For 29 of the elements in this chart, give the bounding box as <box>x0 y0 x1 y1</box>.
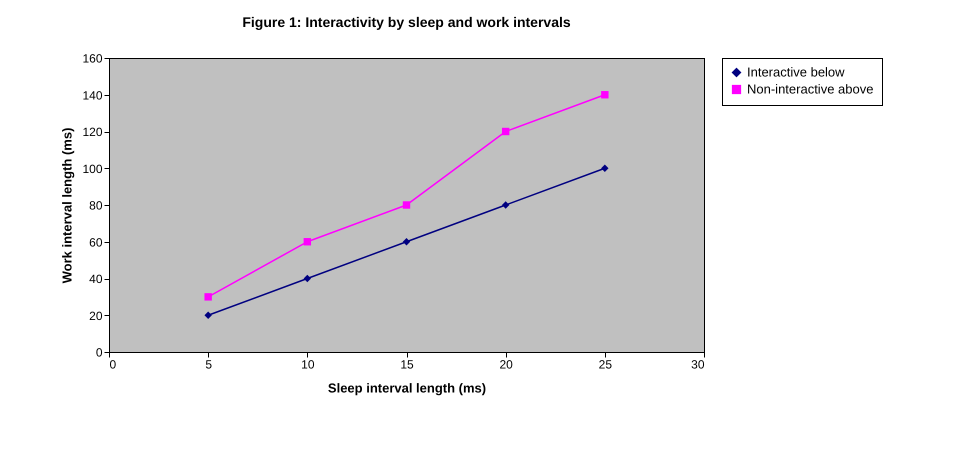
y-tick-label: 20 <box>89 308 103 323</box>
chart-title: Figure 1: Interactivity by sleep and work intervals <box>242 14 571 30</box>
point <box>304 238 312 246</box>
x-tick-label: 20 <box>499 358 514 372</box>
point <box>601 164 609 172</box>
point <box>502 128 510 136</box>
point <box>204 293 212 301</box>
y-axis-title: Work interval length (ms) <box>59 128 74 284</box>
x-tick-label: 25 <box>598 358 612 372</box>
y-tick-label: 40 <box>89 272 103 286</box>
x-tick-label: 10 <box>301 358 315 372</box>
x-tick-label: 5 <box>205 358 212 372</box>
y-tick-label: 60 <box>89 235 103 250</box>
y-tick-label: 160 <box>82 52 103 66</box>
point <box>204 312 212 319</box>
x-tick-label: 15 <box>400 358 414 372</box>
point <box>601 91 609 98</box>
x-tick-label: 0 <box>110 358 116 372</box>
point <box>304 274 312 282</box>
y-tick-label: 100 <box>82 162 103 176</box>
legend-label: Non-interactive above <box>747 82 874 96</box>
x-tick-label: 30 <box>691 358 705 372</box>
y-tick-label: 140 <box>82 88 103 102</box>
point <box>502 201 510 209</box>
x-axis-title: Sleep interval length (ms) <box>328 380 486 396</box>
y-tick-label: 80 <box>89 198 103 212</box>
y-tick-label: 120 <box>82 125 103 139</box>
y-tick-label: 0 <box>96 346 103 360</box>
legend-label: Interactive below <box>747 64 846 80</box>
